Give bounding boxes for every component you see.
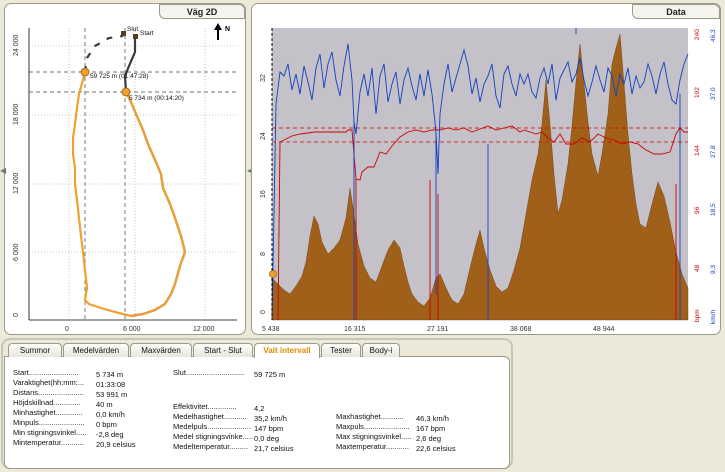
- pulse-dropouts: [355, 179, 677, 320]
- left-axis-tick: 24: [260, 132, 267, 140]
- stat-max-climb: Max stigningsvinkel..... 2,6 deg: [336, 432, 442, 443]
- stat-avg-pulse: Medelpuls..................... 147 bpm: [173, 422, 284, 433]
- route-y-tick: 0: [13, 313, 20, 317]
- bpm-tick: 240: [694, 29, 701, 40]
- stat-start: Start........................ 5 734 m: [13, 368, 124, 379]
- route-y-tick: 12 000: [13, 172, 20, 194]
- route-grid: [29, 28, 237, 320]
- bpm-tick: 96: [694, 206, 701, 214]
- left-axis-tick: 0: [260, 310, 267, 314]
- selection-crosshairs: [29, 28, 237, 320]
- stat-max-temp: Maxtemperatur........... 22,6 celsius: [336, 442, 456, 453]
- kmh-tick: 27,8: [710, 145, 717, 158]
- start-flag-icon: [133, 34, 138, 39]
- kmh-tick: 37,0: [710, 87, 717, 100]
- route-map[interactable]: 24 000 18 000 12 000 6 000 0 0 6 000 12 …: [5, 4, 247, 336]
- kmh-tick: 9,3: [710, 265, 717, 274]
- tab-body-i[interactable]: Body-i: [362, 343, 400, 357]
- route-panel-title: Väg 2D: [159, 4, 245, 19]
- route-x-tick: 0: [65, 326, 69, 333]
- data-chart[interactable]: 32 24 16 8 0 5 438 16 315 27 191 38 068 …: [252, 4, 722, 336]
- left-axis-tick: 16: [260, 190, 267, 198]
- stat-min-temp: Mintemperatur........... 20,9 celsius: [13, 438, 136, 449]
- x-tick: 16 315: [344, 326, 366, 333]
- kmh-unit: km/h: [710, 310, 717, 324]
- speed-dropouts: [353, 28, 681, 320]
- north-arrow-icon: [214, 23, 222, 40]
- route-2d-panel[interactable]: Väg 2D 24 000 18 000 12 000 6 000 0 0 6 …: [4, 3, 246, 335]
- stat-avg-temp: Medeltemperatur......... 21,7 celsius: [173, 442, 294, 453]
- left-axis-tick: 8: [260, 252, 267, 256]
- route-y-tick: 24 000: [13, 34, 20, 56]
- route-path-return: [83, 34, 124, 73]
- tab-row: Summor Medelvärden Maxvärden Start - Slu…: [8, 343, 401, 358]
- tab-summor[interactable]: Summor: [8, 343, 62, 357]
- pulse-reference-lines: [272, 127, 688, 143]
- stat-max-pulse: Maxpuls...................... 167 bpm: [336, 422, 446, 433]
- stat-avg-climb: Medel stigningsvinke.....0,0 deg: [173, 432, 280, 443]
- bpm-tick: 48: [694, 264, 701, 272]
- tab-start-slut[interactable]: Start - Slut: [193, 343, 253, 357]
- kmh-tick: 18,5: [710, 203, 717, 216]
- route-y-tick: 6 000: [13, 243, 20, 261]
- route-x-tick: 6 000: [123, 326, 141, 333]
- stat-avg-speed: Medelhastighet........... 35,2 km/h: [173, 412, 287, 423]
- marker-end-selection[interactable]: [80, 67, 90, 77]
- north-label: N: [225, 26, 230, 33]
- bpm-unit: bpm: [694, 309, 701, 322]
- left-axis-tick: 32: [260, 74, 267, 82]
- splitter-left-arrow-icon[interactable]: ◀: [247, 166, 253, 175]
- stat-duration: Varaktighet(hh:mm:... 01:33:08: [13, 378, 126, 389]
- tab-medelvarden[interactable]: Medelvärden: [63, 343, 129, 357]
- stat-end: Slut............................ 59 725 m: [173, 368, 286, 379]
- stat-min-speed: Minhastighet............. 0,0 km/h: [13, 408, 125, 419]
- stat-distance: Distans...................... 53 991 m: [13, 388, 128, 399]
- altitude-marker[interactable]: [269, 270, 277, 278]
- route-y-tick: 18 000: [13, 103, 20, 125]
- bpm-tick: 192: [694, 87, 701, 98]
- pulse-line: [277, 125, 688, 321]
- stat-min-climb: Min stigningsvinkel..... -2,8 deg: [13, 428, 124, 439]
- x-tick: 38 068: [510, 326, 532, 333]
- end-label: Slut: [127, 26, 138, 33]
- marker-bottom-label: 5 734 m (00:14:20): [129, 95, 184, 102]
- left-edge-arrow-icon[interactable]: ◀: [0, 166, 7, 175]
- marker-top-label: 59 725 m (01:47:28): [90, 73, 149, 80]
- stat-height-diff: Höjdskillnad............. 40 m: [13, 398, 113, 409]
- marker-start-selection[interactable]: [121, 87, 131, 97]
- tab-valt-intervall[interactable]: Valt intervall: [254, 343, 320, 358]
- route-x-tick: 12 000: [193, 326, 215, 333]
- speed-line: [271, 43, 689, 321]
- bpm-tick: 144: [694, 145, 701, 156]
- stat-efficiency: Effektivitet.............. 4,2: [173, 402, 265, 413]
- start-label: Start: [140, 30, 154, 37]
- tab-tester[interactable]: Tester: [321, 343, 361, 357]
- route-path-selected: [71, 71, 187, 318]
- stat-min-pulse: Minpuls...................... 0 bpm: [13, 418, 117, 429]
- statistics-tabs: Start........................ 5 734 m Var…: [1, 338, 513, 469]
- x-tick: 48 944: [593, 326, 615, 333]
- data-panel-title: Data: [632, 4, 720, 19]
- x-tick: 27 191: [427, 326, 449, 333]
- tab-content-valt-intervall: Start........................ 5 734 m Var…: [4, 356, 510, 469]
- x-tick: 5 438: [262, 326, 280, 333]
- tab-maxvarden[interactable]: Maxvärden: [130, 343, 192, 357]
- kmh-tick: 46,3: [710, 29, 717, 42]
- end-flag-icon: [121, 31, 126, 36]
- stat-max-speed: Maxhastighet........... 46,3 km/h: [336, 412, 449, 423]
- data-panel[interactable]: Data 32 24 16 8 0 5 438 16 315 27 191 3: [251, 3, 721, 335]
